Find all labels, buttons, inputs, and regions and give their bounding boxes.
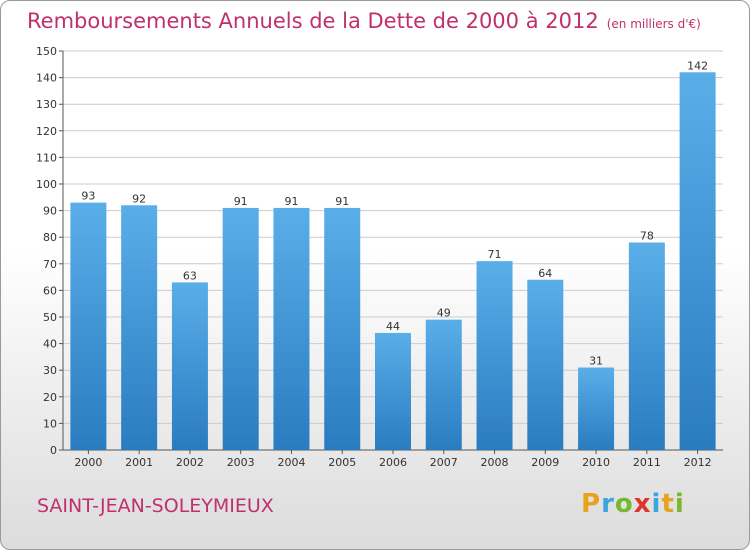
y-tick-label: 80 [43,231,57,244]
logo-letter: o [614,489,634,519]
bar [679,72,716,450]
y-tick-label: 130 [36,98,57,111]
x-tick-label: 2009 [531,456,559,469]
bar [171,282,208,450]
bar [527,279,564,450]
data-label: 49 [437,307,451,320]
logo-letter: x [633,489,652,519]
data-label: 93 [81,190,95,203]
y-tick-label: 140 [36,72,57,85]
y-tick-label: 70 [43,258,57,271]
data-label: 63 [183,269,197,282]
x-tick-label: 2011 [633,456,661,469]
chart-title-main: Remboursements Annuels de la Dette de 20… [27,9,599,33]
logo-letter: P [581,489,602,519]
bar [476,261,513,450]
x-tick-label: 2008 [481,456,509,469]
bar [70,202,107,450]
y-tick-label: 40 [43,338,57,351]
x-tick-label: 2006 [379,456,407,469]
y-tick-label: 100 [36,178,57,191]
x-tick-label: 2005 [328,456,356,469]
bar-layer [70,72,716,450]
data-label: 64 [538,267,552,280]
y-tick-label: 120 [36,125,57,138]
y-tick-label: 60 [43,284,57,297]
data-label: 31 [589,355,603,368]
logo-letter: t [661,489,675,519]
y-tick-label: 10 [43,417,57,430]
x-tick-label: 2002 [176,456,204,469]
x-tick-label: 2000 [74,456,102,469]
logo-letter: r [601,489,615,519]
y-tick-label: 20 [43,391,57,404]
x-tick-label: 2007 [430,456,458,469]
bar [375,332,411,450]
data-label: 91 [234,195,248,208]
commune-name: SAINT-JEAN-SOLEYMIEUX [37,495,274,517]
y-tick-label: 0 [50,444,57,457]
x-tick-label: 2001 [125,456,153,469]
data-label: 71 [488,248,502,261]
bar [121,205,158,450]
bar [628,242,665,450]
chart-unit: (en milliers d'€) [606,17,701,31]
bar [578,367,615,450]
x-tick-label: 2012 [684,456,712,469]
chart-title: Remboursements Annuels de la Dette de 20… [27,9,701,33]
data-label: 92 [132,192,146,205]
bar [273,207,310,450]
y-tick-label: 90 [43,205,57,218]
logo-letter: i [651,489,662,519]
data-label: 142 [687,59,708,72]
x-tick-label: 2004 [277,456,305,469]
bar [324,207,361,450]
label-layer: 0 10 20 30 40 50 60 70 80 90 100 110 120 130 140 150 93 2… [36,45,712,469]
x-tick-label: 2003 [227,456,255,469]
bar [222,207,259,450]
y-tick-label: 110 [36,151,57,164]
data-label: 91 [284,195,298,208]
y-tick-label: 50 [43,311,57,324]
proxiti-logo: Proxiti [581,489,685,519]
data-label: 44 [386,320,400,333]
bar [425,319,462,450]
x-tick-label: 2010 [582,456,610,469]
data-label: 78 [640,230,654,243]
data-label: 91 [335,195,349,208]
y-tick-label: 30 [43,364,57,377]
logo-letter: i [674,489,685,519]
y-tick-label: 150 [36,45,57,58]
